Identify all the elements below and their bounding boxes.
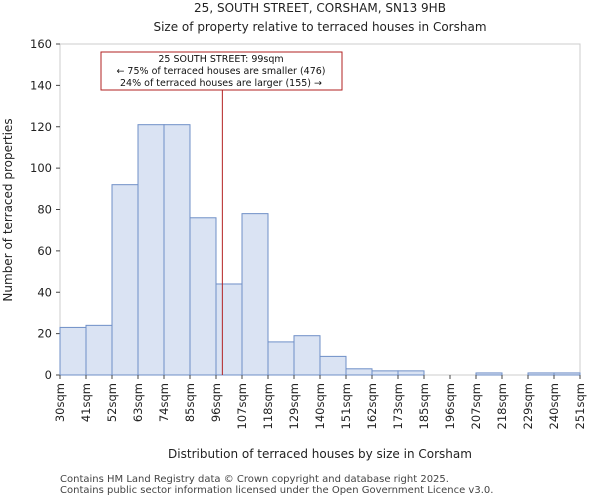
x-tick-label: 173sqm [391, 383, 405, 429]
y-tick-label: 100 [30, 161, 52, 175]
chart-title-line1: 25, SOUTH STREET, CORSHAM, SN13 9HB [194, 1, 446, 15]
y-tick-label: 60 [37, 244, 52, 258]
histogram-bar [163, 124, 191, 376]
y-tick-label: 0 [45, 368, 52, 382]
annotation-line1: 25 SOUTH STREET: 99sqm [158, 54, 283, 65]
histogram-bar [215, 283, 243, 376]
x-tick-label: 41sqm [79, 383, 93, 422]
x-tick-label: 74sqm [157, 383, 171, 422]
y-tick-label: 20 [37, 327, 52, 341]
histogram-bar [59, 326, 87, 376]
histogram-bar [319, 355, 347, 376]
histogram-bar [527, 372, 555, 376]
x-tick-label: 207sqm [469, 383, 483, 429]
x-tick-label: 107sqm [235, 383, 249, 429]
footer-line1: Contains HM Land Registry data © Crown c… [60, 474, 449, 485]
x-tick-label: 151sqm [339, 383, 353, 429]
histogram-bar [267, 341, 295, 376]
y-tick-label: 140 [30, 78, 52, 92]
x-tick-label: 96sqm [209, 383, 223, 422]
annotation-line2: ← 75% of terraced houses are smaller (47… [116, 66, 325, 77]
x-tick-label: 30sqm [53, 383, 67, 422]
x-tick-label: 251sqm [573, 383, 587, 429]
y-tick-label: 80 [37, 203, 52, 217]
y-tick-label: 120 [30, 120, 52, 134]
annotation-box: 25 SOUTH STREET: 99sqm ← 75% of terraced… [100, 51, 343, 91]
x-tick-label: 162sqm [365, 383, 379, 429]
x-axis: 30sqm 41sqm 52sqm 63sqm 74sqm 85sqm 96sqm 107sq… [53, 375, 587, 429]
x-tick-label: 85sqm [183, 383, 197, 422]
histogram-bar [241, 213, 269, 376]
histogram-bar [293, 335, 321, 376]
histogram-bar [553, 372, 581, 376]
x-tick-label: 118sqm [261, 383, 275, 429]
annotation-frame [100, 51, 343, 91]
x-tick-label: 140sqm [313, 383, 327, 429]
footer-line2: Contains public sector information licen… [60, 485, 494, 496]
chart-title-line2: Size of property relative to terraced ho… [153, 20, 486, 34]
histogram-bar [397, 370, 425, 376]
histogram-bar [85, 324, 113, 376]
x-tick-label: 218sqm [495, 383, 509, 429]
x-tick-label: 240sqm [547, 383, 561, 429]
y-axis: 0 20 40 60 80 100 120 140 160 [30, 37, 60, 382]
x-tick-label: 185sqm [417, 383, 431, 429]
y-tick-label: 160 [30, 37, 52, 51]
x-tick-label: 52sqm [105, 383, 119, 422]
x-tick-label: 229sqm [521, 383, 535, 429]
y-axis-label: Number of terraced properties [1, 118, 15, 301]
x-tick-label: 63sqm [131, 383, 145, 422]
histogram-bar [111, 184, 139, 376]
x-tick-label: 129sqm [287, 383, 301, 429]
histogram-bar [475, 372, 503, 376]
histogram-bar [345, 368, 373, 376]
histogram-bar [371, 370, 399, 376]
x-axis-label: Distribution of terraced houses by size … [168, 447, 472, 461]
y-tick-label: 40 [37, 285, 52, 299]
histogram-bar [137, 124, 165, 376]
bars-group [59, 124, 581, 376]
x-tick-label: 196sqm [443, 383, 457, 429]
annotation-line3: 24% of terraced houses are larger (155) … [120, 78, 322, 89]
histogram-bar [189, 217, 217, 376]
